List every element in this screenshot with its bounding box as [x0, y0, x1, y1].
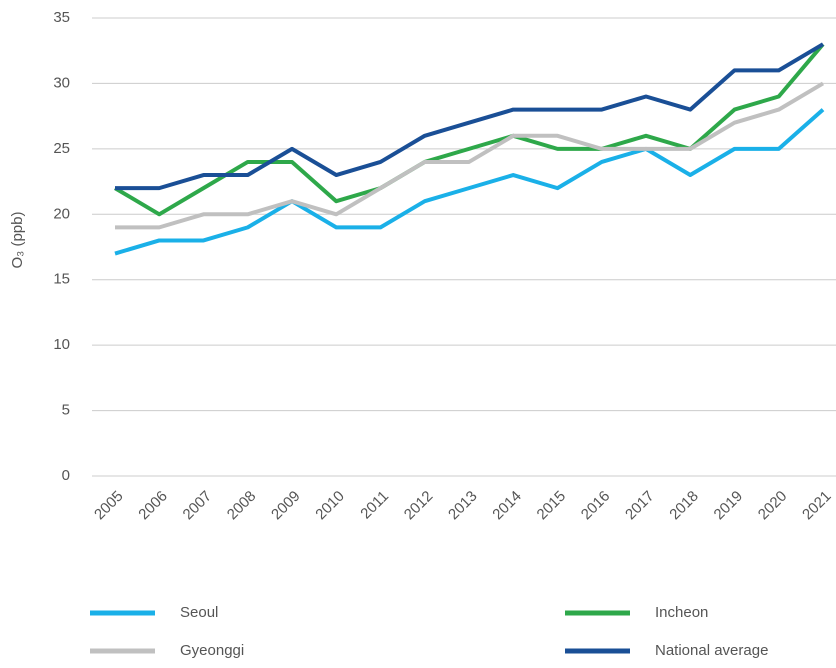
x-tick-label: 2009 — [268, 488, 304, 524]
x-tick-label: 2014 — [489, 488, 525, 524]
y-tick-label: 0 — [62, 467, 70, 484]
y-axis-label: O₃ (ppb) — [9, 212, 26, 269]
series-line — [115, 42, 825, 191]
y-tick-label: 15 — [53, 271, 70, 288]
y-tick-label: 25 — [53, 140, 70, 157]
x-tick-label: 2017 — [622, 488, 658, 524]
x-tick-label: 2007 — [180, 488, 216, 524]
y-tick-label: 5 — [62, 402, 70, 419]
x-tick-label: 2020 — [755, 488, 791, 524]
x-tick-label: 2013 — [445, 488, 481, 524]
x-tick-label: 2015 — [534, 488, 570, 524]
x-tick-label: 2006 — [135, 488, 171, 524]
x-tick-label: 2021 — [799, 488, 835, 524]
series-line — [114, 108, 825, 256]
y-tick-label: 10 — [53, 336, 70, 353]
series-line — [113, 42, 825, 217]
y-tick-label: 20 — [53, 205, 70, 222]
x-tick-label: 2005 — [91, 488, 127, 524]
legend-label: Seoul — [180, 604, 218, 621]
x-tick-label: 2019 — [711, 488, 747, 524]
x-tick-label: 2018 — [666, 488, 702, 524]
legend-label: Gyeonggi — [180, 642, 244, 659]
x-tick-label: 2008 — [224, 488, 260, 524]
x-tick-label: 2016 — [578, 488, 614, 524]
series-line — [115, 81, 825, 230]
x-tick-label: 2010 — [312, 488, 348, 524]
legend-label: National average — [655, 642, 768, 659]
y-tick-label: 35 — [53, 9, 70, 26]
x-tick-label: 2012 — [401, 488, 437, 524]
x-tick-label: 2011 — [357, 488, 392, 523]
legend-label: Incheon — [655, 604, 708, 621]
y-tick-label: 30 — [53, 74, 70, 91]
